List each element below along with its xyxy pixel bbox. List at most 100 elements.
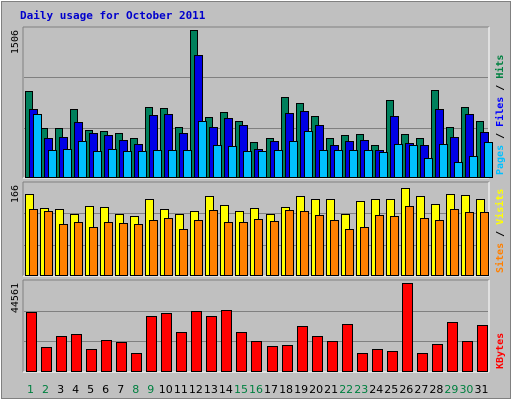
bar-kbytes-day-13 <box>206 316 217 372</box>
legend-part-1: / <box>495 225 506 243</box>
bar-sites-day-22 <box>345 229 354 276</box>
bar-pages-day-13 <box>213 145 222 178</box>
series-legend: KBytes <box>495 333 506 369</box>
bar-pages-day-20 <box>319 150 328 178</box>
bar-sites-day-21 <box>330 220 339 276</box>
bar-kbytes-day-3 <box>56 336 67 372</box>
bar-kbytes-day-6 <box>101 340 112 372</box>
x-tick-label-21: 21 <box>324 383 338 396</box>
bar-kbytes-day-4 <box>71 334 82 372</box>
bar-pages-day-4 <box>78 141 87 178</box>
x-tick-label-18: 18 <box>279 383 293 396</box>
x-tick-label-16: 16 <box>249 383 263 396</box>
legend-part-0: Sites <box>494 243 506 273</box>
bar-sites-day-17 <box>270 221 279 276</box>
y-max-label: 166 <box>10 185 21 203</box>
bar-pages-day-2 <box>48 150 57 178</box>
bar-sites-day-14 <box>224 222 233 276</box>
x-tick-label-5: 5 <box>87 383 94 396</box>
bar-sites-day-20 <box>315 215 324 276</box>
x-tick-label-9: 9 <box>147 383 154 396</box>
legend-part-1: / <box>495 127 506 145</box>
bar-kbytes-day-25 <box>387 351 398 372</box>
bar-sites-day-2 <box>44 211 53 276</box>
x-tick-label-6: 6 <box>102 383 109 396</box>
x-tick-label-24: 24 <box>369 383 383 396</box>
x-tick-label-3: 3 <box>57 383 64 396</box>
bar-kbytes-day-14 <box>221 310 232 372</box>
bar-kbytes-day-21 <box>327 341 338 372</box>
bar-pages-day-8 <box>138 151 147 178</box>
bar-kbytes-day-27 <box>417 353 428 372</box>
bar-pages-day-14 <box>228 146 237 178</box>
bar-sites-day-27 <box>420 218 429 276</box>
x-tick-label-11: 11 <box>174 383 188 396</box>
bar-kbytes-day-28 <box>432 344 443 372</box>
chart-title: Daily usage for October 2011 <box>20 9 206 22</box>
bar-kbytes-day-5 <box>86 349 97 372</box>
bar-sites-day-1 <box>29 209 38 276</box>
series-legend: Sites / Visits <box>494 189 506 273</box>
bar-sites-day-16 <box>254 219 263 276</box>
bar-pages-day-27 <box>424 158 433 178</box>
legend-part-3: / <box>495 79 506 97</box>
x-tick-label-19: 19 <box>294 383 308 396</box>
bar-sites-day-15 <box>239 222 248 276</box>
bar-sites-day-8 <box>134 224 143 276</box>
bar-kbytes-day-15 <box>236 332 247 372</box>
bar-pages-day-5 <box>93 151 102 178</box>
x-tick-label-4: 4 <box>72 383 79 396</box>
bar-sites-day-30 <box>465 212 474 276</box>
bar-pages-day-28 <box>439 144 448 178</box>
legend-part-2: Visits <box>494 189 506 225</box>
y-max-label: 44561 <box>10 283 21 313</box>
x-tick-label-1: 1 <box>27 383 34 396</box>
series-sites <box>29 206 489 276</box>
x-tick-label-2: 2 <box>42 383 49 396</box>
x-tick-label-12: 12 <box>189 383 203 396</box>
bar-pages-day-22 <box>349 150 358 178</box>
y-max-label: 1506 <box>10 30 21 54</box>
x-tick-label-10: 10 <box>159 383 173 396</box>
bar-pages-day-11 <box>183 150 192 178</box>
bar-kbytes-day-20 <box>312 336 323 372</box>
bar-kbytes-day-11 <box>176 332 187 372</box>
bar-sites-day-6 <box>104 222 113 276</box>
bar-kbytes-day-24 <box>372 349 383 372</box>
bar-pages-day-17 <box>274 150 283 178</box>
bar-pages-day-23 <box>364 150 373 178</box>
bar-sites-day-31 <box>480 212 489 276</box>
bar-pages-day-12 <box>198 121 207 178</box>
bar-kbytes-day-17 <box>267 346 278 372</box>
x-tick-label-28: 28 <box>429 383 443 396</box>
legend-part-4: Hits <box>494 55 506 79</box>
bar-kbytes-day-23 <box>357 353 368 372</box>
bar-pages-day-15 <box>243 151 252 178</box>
bar-kbytes-day-29 <box>447 322 458 372</box>
bar-sites-day-25 <box>390 216 399 276</box>
bar-kbytes-day-31 <box>477 325 488 372</box>
bar-kbytes-day-22 <box>342 324 353 372</box>
bar-sites-day-4 <box>74 222 83 276</box>
bar-pages-day-9 <box>153 150 162 178</box>
bar-kbytes-day-8 <box>131 353 142 372</box>
bar-sites-day-9 <box>149 220 158 276</box>
bar-sites-day-13 <box>209 210 218 276</box>
bar-kbytes-day-12 <box>191 311 202 372</box>
x-tick-label-27: 27 <box>414 383 428 396</box>
bar-sites-day-19 <box>300 211 309 276</box>
bar-pages-day-10 <box>168 150 177 178</box>
bar-sites-day-26 <box>405 206 414 276</box>
series-legend: Pages / Files / Hits <box>494 55 506 175</box>
bar-kbytes-day-30 <box>462 341 473 372</box>
bar-sites-day-24 <box>375 215 384 276</box>
bar-kbytes-day-16 <box>251 341 262 372</box>
bar-kbytes-day-10 <box>161 313 172 372</box>
x-tick-label-20: 20 <box>309 383 323 396</box>
x-tick-label-7: 7 <box>117 383 124 396</box>
bar-pages-day-30 <box>469 156 478 178</box>
legend-part-2: Files <box>494 97 506 127</box>
bar-pages-day-16 <box>258 151 267 178</box>
x-tick-label-13: 13 <box>204 383 218 396</box>
